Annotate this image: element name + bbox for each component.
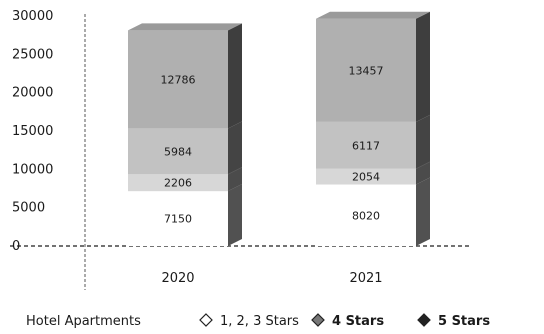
solid-diamond-icon xyxy=(417,313,431,327)
y-ticks: 0 5000 10000 15000 20000 25000 30000 xyxy=(12,9,53,254)
y-tick-label-1: 5000 xyxy=(12,201,45,216)
bar-2020-segment-3-side xyxy=(228,23,242,129)
bar-2020-segment-0-side xyxy=(228,184,242,246)
data-label-2021-0: 8020 xyxy=(352,209,380,222)
bar-2020-segment-1-side xyxy=(228,167,242,192)
bar-2021-segment-1-side xyxy=(416,161,430,185)
bar-2021-segment-3-side xyxy=(416,11,430,122)
y-tick-label-5: 25000 xyxy=(12,47,53,62)
data-label-2021-3: 13457 xyxy=(349,64,384,77)
bar-2020-top xyxy=(128,23,242,31)
x-label-2020: 2020 xyxy=(161,271,194,286)
legend-label-1: 1, 2, 3 Stars xyxy=(220,314,299,329)
axes xyxy=(10,14,470,290)
legend-label-0: Hotel Apartments xyxy=(26,314,141,329)
data-label-2020-0: 7150 xyxy=(164,213,192,226)
y-tick-label-2: 10000 xyxy=(12,162,53,177)
y-tick-label-4: 20000 xyxy=(12,86,53,101)
bar-2021-segment-2-side xyxy=(416,114,430,169)
data-label-2020-2: 5984 xyxy=(164,145,192,158)
bar-2021-segment-0-side xyxy=(416,177,430,246)
bar-2020-segment-1 xyxy=(128,174,228,192)
y-tick-label-0: 0 xyxy=(12,239,20,254)
x-label-2021: 2021 xyxy=(349,271,382,286)
data-label-2021-1: 2054 xyxy=(352,171,380,184)
bar-2021-segment-3 xyxy=(316,18,416,122)
bar-2020-segment-2 xyxy=(128,128,228,175)
bars: 7150 2206 5984 12786 8020 2054 6117 13457 xyxy=(128,11,430,246)
legend: Hotel Apartments 1, 2, 3 Stars 4 Stars 5 St… xyxy=(26,313,490,329)
legend-label-2: 4 Stars xyxy=(332,314,384,329)
bar-2020-segment-2-side xyxy=(228,121,242,175)
bar-2021-top xyxy=(316,11,430,19)
bar-2021-segment-2 xyxy=(316,121,416,169)
data-label-2020-1: 2206 xyxy=(164,177,192,190)
hollow-diamond-icon xyxy=(199,313,213,327)
data-label-2020-3: 12786 xyxy=(161,73,196,86)
y-tick-label-6: 30000 xyxy=(12,9,53,24)
legend-label-3: 5 Stars xyxy=(438,314,490,329)
data-label-2021-2: 6117 xyxy=(352,139,380,152)
y-tick-label-3: 15000 xyxy=(12,124,53,139)
bar-2020-segment-0 xyxy=(128,191,228,246)
bar-2021-segment-1 xyxy=(316,168,416,185)
diamond-icon xyxy=(311,313,325,327)
x-labels: 2020 2021 xyxy=(161,271,382,286)
bar-2020-segment-3 xyxy=(128,30,228,129)
bar-2021-segment-0 xyxy=(316,184,416,246)
